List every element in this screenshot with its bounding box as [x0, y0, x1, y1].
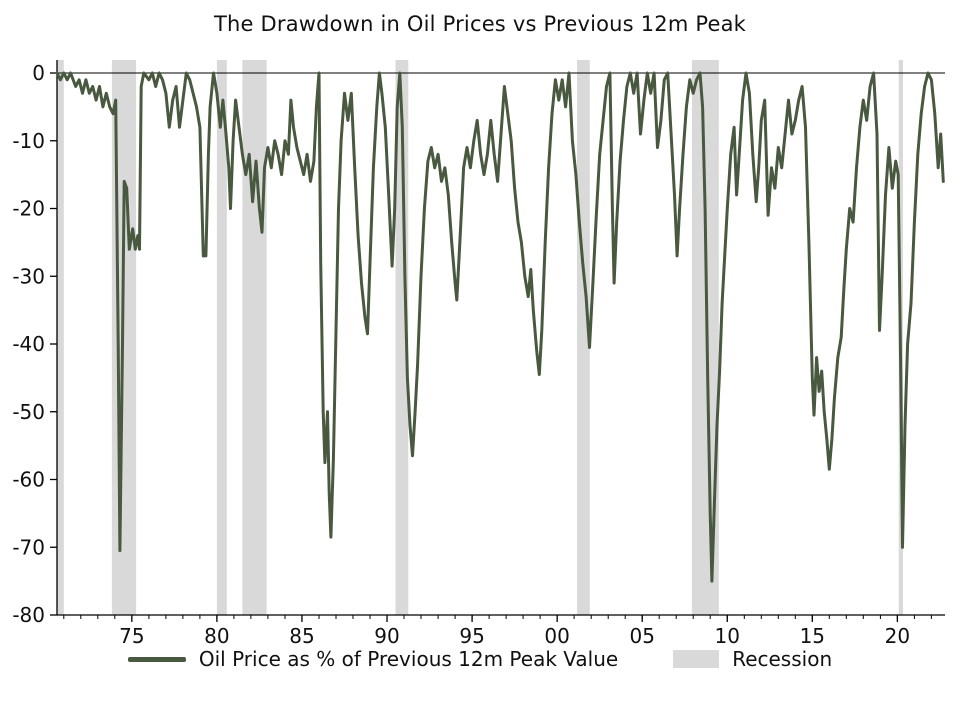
drawdown-chart: 0 -10 -20 -30 -40 -50 -60 -70 -80 75 80 85 90 95 00 05 1… [12, 60, 945, 645]
x-tick-label: 15 [800, 624, 825, 645]
legend: Oil Price as % of Previous 12m Peak Valu… [0, 647, 960, 671]
x-tick-label: 95 [459, 624, 484, 645]
x-tick-label: 85 [289, 624, 314, 645]
x-tick-label: 20 [885, 624, 910, 645]
y-tick-label: -80 [12, 603, 45, 627]
y-tick-label: -20 [12, 197, 45, 221]
price-line [55, 71, 945, 583]
recession-legend-label: Recession [732, 647, 833, 671]
chart-title: The Drawdown in Oil Prices vs Previous 1… [213, 12, 747, 36]
legend-item-recession: Recession [673, 647, 832, 671]
y-tick-label: 0 [32, 61, 45, 85]
x-tick-label: 80 [204, 624, 229, 645]
x-tick-label: 00 [544, 624, 569, 645]
y-tick-label: -50 [12, 400, 45, 424]
y-tick-label: -40 [12, 332, 45, 356]
x-tick-label: 90 [374, 624, 399, 645]
y-tick-label: -60 [12, 468, 45, 492]
recession-band [57, 60, 64, 615]
oil-price-legend-label: Oil Price as % of Previous 12m Peak Valu… [198, 647, 619, 671]
recession-swatch [673, 650, 720, 668]
x-tick-label: 10 [715, 624, 740, 645]
recession-band [395, 60, 409, 615]
recession-band [577, 60, 590, 615]
y-tick-label: -70 [12, 535, 45, 559]
legend-item-oil-price: Oil Price as % of Previous 12m Peak Valu… [127, 647, 619, 671]
recession-band [216, 60, 227, 615]
x-tick-label: 05 [629, 624, 654, 645]
x-tick-label: 75 [119, 624, 144, 645]
y-tick-label: -30 [12, 264, 45, 288]
recession-band [242, 60, 267, 615]
y-tick-label: -10 [12, 129, 45, 153]
oil-price-line-swatch [127, 656, 186, 662]
